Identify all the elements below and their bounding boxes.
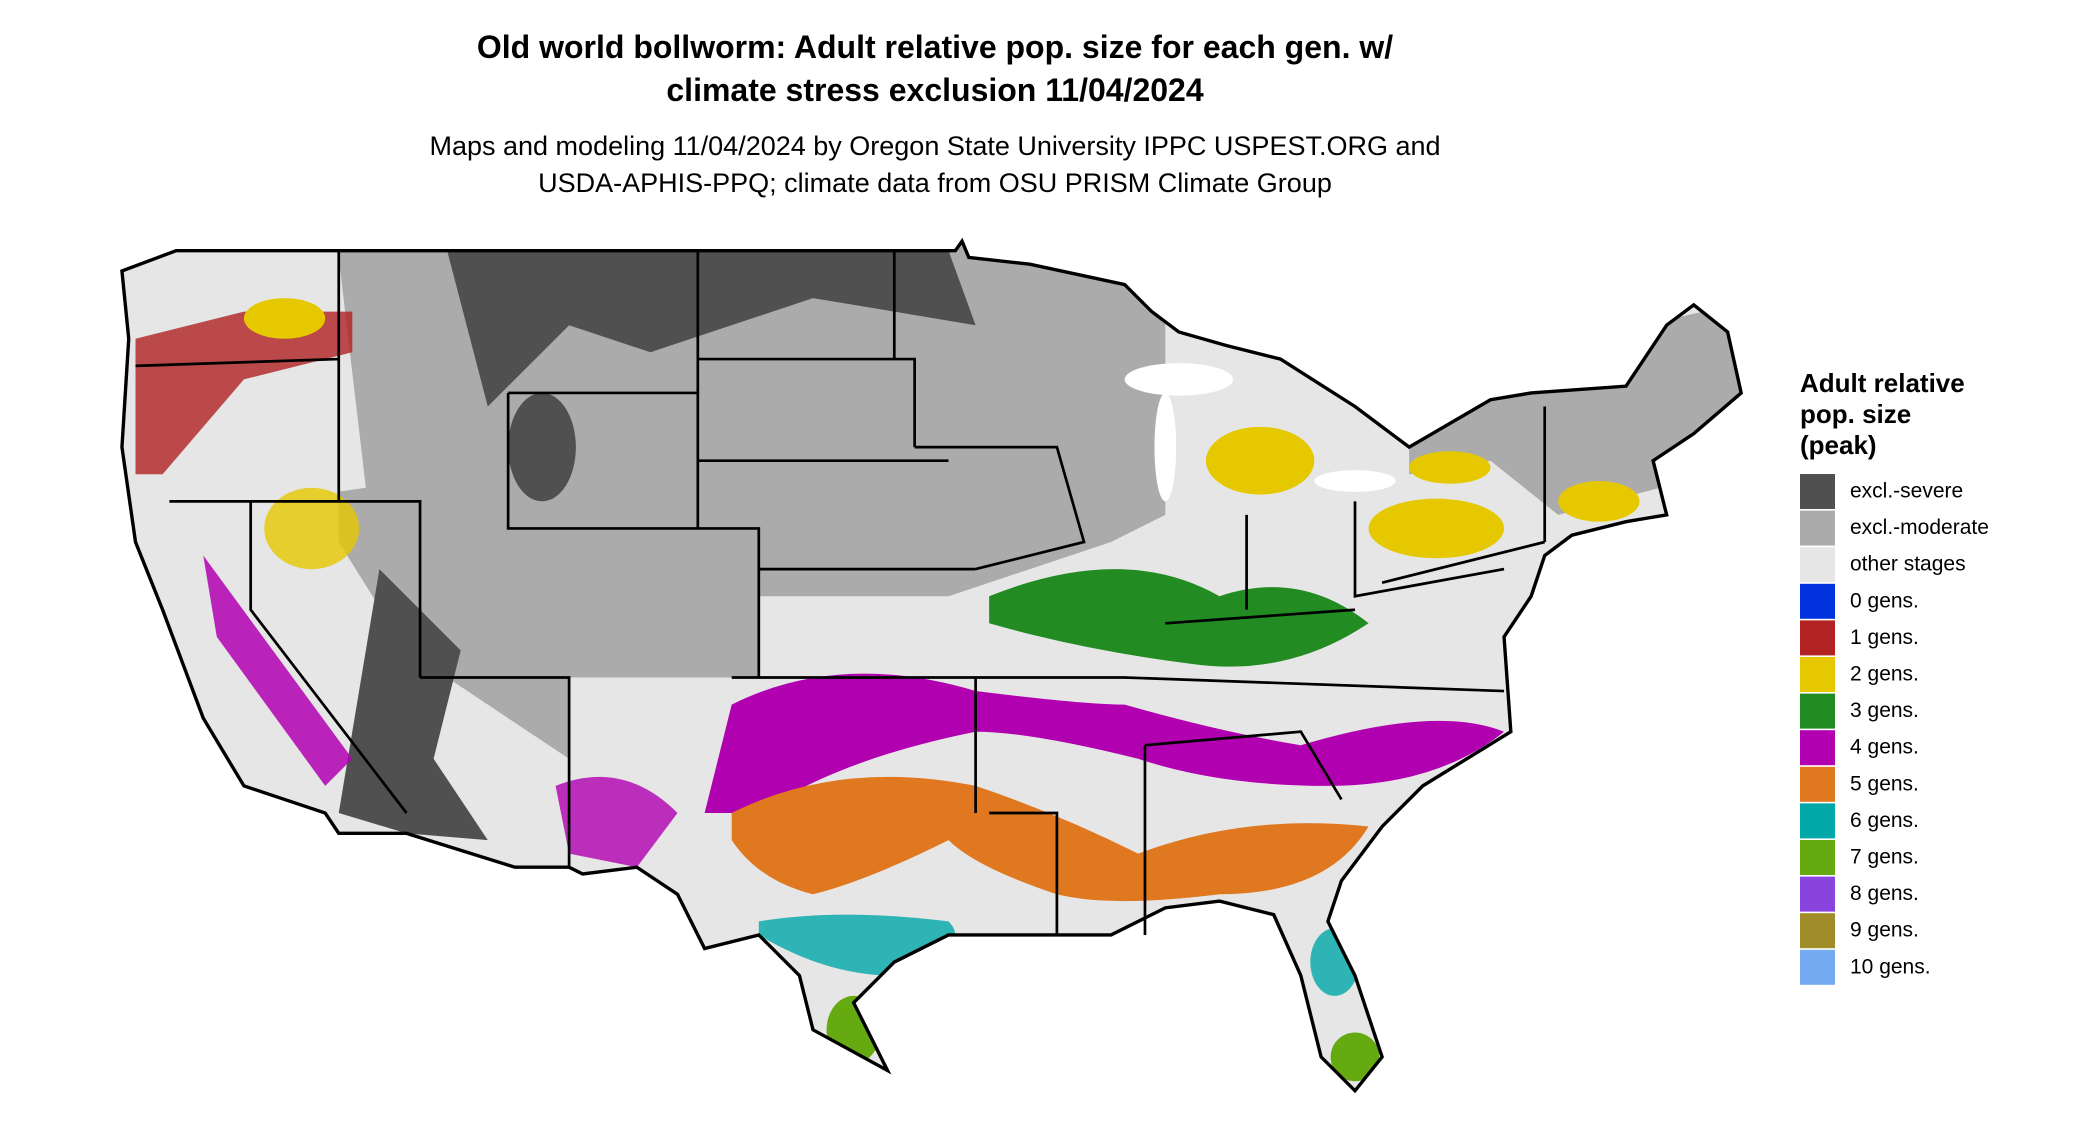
- legend-label: 0 gens.: [1850, 589, 1919, 612]
- legend-swatch: [1800, 583, 1835, 619]
- legend-title: Adult relative: [1800, 368, 1965, 398]
- legend-swatch: [1800, 840, 1835, 875]
- legend-swatch: [1800, 730, 1835, 766]
- legend-swatch: [1800, 913, 1835, 949]
- legend-title: pop. size: [1800, 399, 1911, 429]
- legend-label: 6 gens.: [1850, 809, 1919, 832]
- legend-label: 8 gens.: [1850, 882, 1919, 905]
- legend-label: excl.-severe: [1850, 480, 1963, 503]
- legend-label: 9 gens.: [1850, 919, 1919, 942]
- legend-swatch: [1800, 949, 1835, 985]
- legend-swatch: [1800, 620, 1835, 656]
- legend-swatch: [1800, 803, 1835, 839]
- legend-swatch: [1800, 510, 1835, 546]
- title: Old world bollworm: Adult relative pop. …: [477, 29, 1393, 65]
- legend-swatch: [1800, 657, 1835, 692]
- legend-label: other stages: [1850, 553, 1966, 576]
- legend-label: excl.-moderate: [1850, 516, 1989, 539]
- legend-label: 5 gens.: [1850, 772, 1919, 795]
- subtitle: USDA-APHIS-PPQ; climate data from OSU PR…: [538, 168, 1332, 198]
- legend-label: 7 gens.: [1850, 846, 1919, 869]
- legend-swatch: [1800, 693, 1835, 729]
- legend-label: 2 gens.: [1850, 663, 1919, 686]
- legend-label: 1 gens.: [1850, 626, 1919, 649]
- legend-swatch: [1800, 547, 1835, 583]
- legend-label: 10 gens.: [1850, 955, 1931, 978]
- legend-swatch: [1800, 474, 1835, 509]
- legend-swatch: [1800, 766, 1835, 802]
- legend-label: 4 gens.: [1850, 736, 1919, 759]
- legend-label: 3 gens.: [1850, 699, 1919, 722]
- map: [120, 239, 1743, 1093]
- title: climate stress exclusion 11/04/2024: [666, 72, 1203, 108]
- legend-title: (peak): [1800, 430, 1877, 460]
- subtitle: Maps and modeling 11/04/2024 by Oregon S…: [429, 131, 1440, 161]
- legend-swatch: [1800, 876, 1835, 912]
